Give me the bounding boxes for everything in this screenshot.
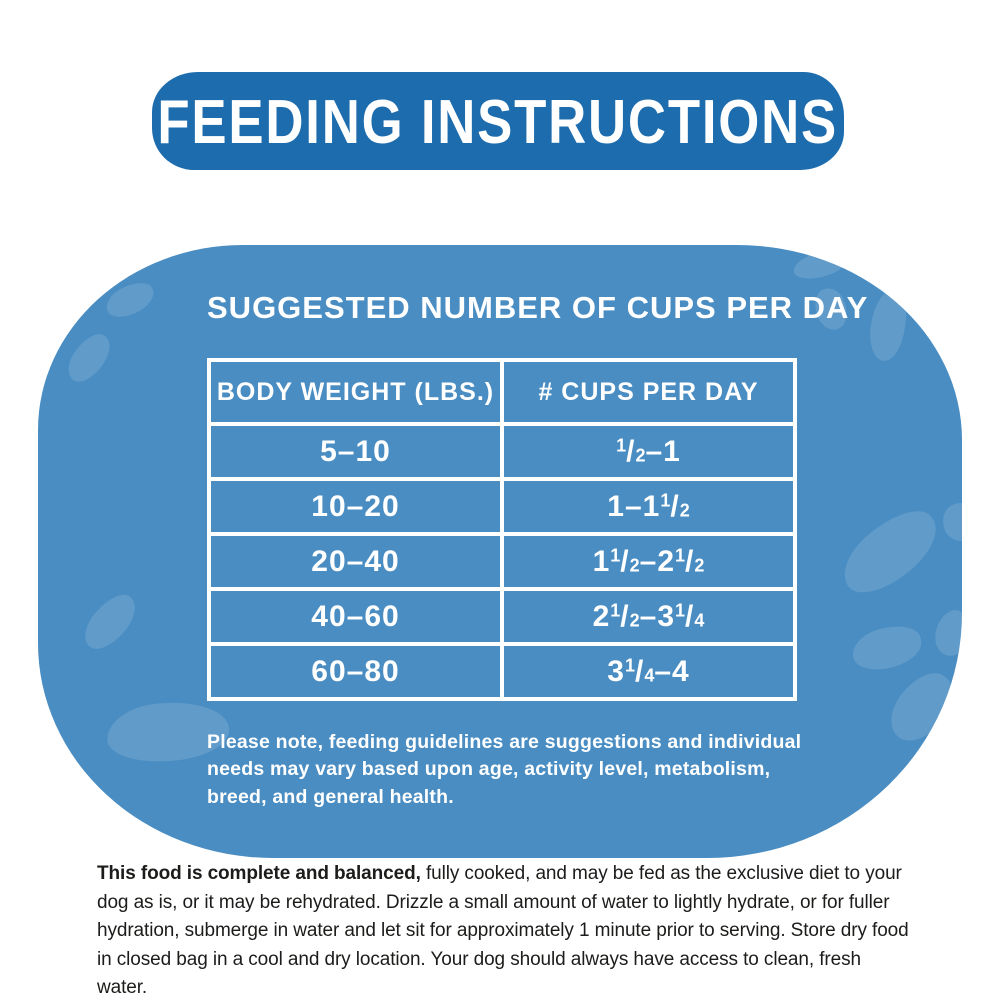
footer-bold-intro: This food is complete and balanced, (97, 863, 421, 884)
body-weight-cell: 20–40 (207, 532, 504, 591)
table-row: 5–10 1/2–1 (207, 422, 797, 481)
body-weight-cell: 10–20 (207, 477, 504, 536)
footer-body-text: fully cooked, and may be fed as the excl… (97, 863, 909, 998)
kibble-shape-icon (790, 246, 850, 284)
body-weight-column-header: BODY WEIGHT (LBS.) (207, 358, 504, 426)
cups-per-day-cell: 1/2–1 (500, 422, 797, 481)
table-header-row: BODY WEIGHT (LBS.) # CUPS PER DAY (207, 358, 797, 426)
kibble-shape-icon (848, 620, 926, 676)
panel-heading: SUGGESTED NUMBER OF CUPS PER DAY (207, 290, 869, 325)
feeding-guide-panel: SUGGESTED NUMBER OF CUPS PER DAY BODY WE… (38, 245, 962, 858)
body-weight-cell: 60–80 (207, 642, 504, 701)
table-row: 40–60 21/2–31/4 (207, 587, 797, 646)
cups-per-day-cell: 11/2–21/2 (500, 532, 797, 591)
kibble-shape-icon (75, 586, 145, 658)
body-weight-cell: 40–60 (207, 587, 504, 646)
kibble-shape-icon (937, 497, 962, 547)
footer-paragraph: This food is complete and balanced, full… (97, 860, 915, 1003)
cups-per-day-column-header: # CUPS PER DAY (500, 358, 797, 426)
kibble-shape-icon (60, 327, 118, 389)
table-row: 60–80 31/4–4 (207, 642, 797, 701)
table-row: 10–20 1–11/2 (207, 477, 797, 536)
banner-title: FEEDING INSTRUCTIONS (157, 86, 839, 156)
cups-per-day-cell: 31/4–4 (500, 642, 797, 701)
cups-per-day-cell: 21/2–31/4 (500, 587, 797, 646)
feeding-table-body: 5–10 1/2–1 10–20 1–11/2 20–40 11/2–21/2 40–60 2… (207, 422, 797, 701)
kibble-shape-icon (930, 606, 962, 660)
body-weight-cell: 5–10 (207, 422, 504, 481)
kibble-shape-icon (101, 276, 159, 324)
cups-per-day-cell: 1–11/2 (500, 477, 797, 536)
feeding-note: Please note, feeding guidelines are sugg… (207, 731, 802, 808)
feeding-table: BODY WEIGHT (LBS.) # CUPS PER DAY 5–10 1/… (207, 358, 797, 701)
table-row: 20–40 11/2–21/2 (207, 532, 797, 591)
feeding-instructions-banner: FEEDING INSTRUCTIONS (152, 72, 844, 170)
kibble-shape-icon (879, 662, 962, 752)
kibble-shape-icon (866, 288, 910, 364)
kibble-shape-icon (830, 497, 950, 607)
